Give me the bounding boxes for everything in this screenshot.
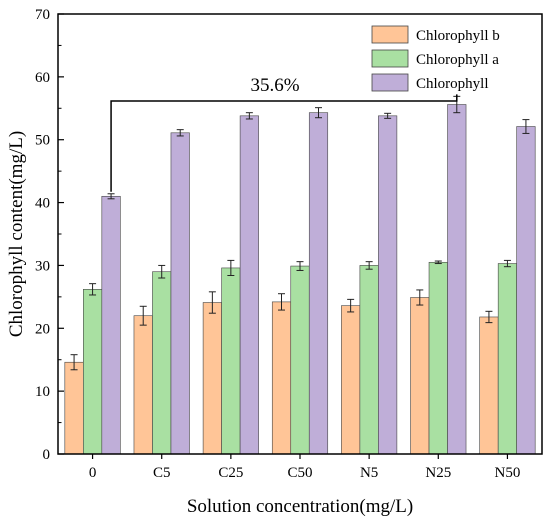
bar-chlorophyll-b-0 [64,361,84,455]
x-axis-title: Solution concentration(mg/L) [187,496,413,517]
annotation-bracket: 35.6% [110,75,458,192]
bar-chlorophyll-a-n25 [428,261,448,455]
x-tick-label: C25 [218,465,243,481]
y-tick-label: 70 [35,7,50,23]
y-tick-label: 10 [35,384,50,400]
x-axis: 0 C5 C25 C50 N5 N25 N50 [89,454,521,481]
bar-chlorophyll-0 [101,195,121,455]
x-tick-label: 0 [89,465,97,481]
annotation-label: 35.6% [250,75,299,96]
bar-chlorophyll-a-c50 [290,265,310,455]
legend-label-chlorophyll-b: Chlorophyll b [416,28,500,44]
error-bars [70,95,530,371]
bar-chlorophyll-b-n5 [341,305,361,455]
legend-swatch-chlorophyll-a [371,49,409,68]
y-tick-label: 0 [43,447,51,463]
bar-chlorophyll-b-c5 [133,315,153,455]
legend-label-chlorophyll-a: Chlorophyll a [416,52,499,68]
x-tick-label: C5 [153,465,171,481]
x-tick-label: C50 [287,465,312,481]
bar-chlorophyll-b-c25 [202,302,222,455]
bar-chlorophyll-a-c5 [152,271,172,455]
bar-chlorophyll-n5 [378,115,398,455]
y-tick-label: 50 [35,133,50,149]
bar-chlorophyll-a-c25 [221,267,241,455]
bars [64,104,536,455]
y-tick-label: 30 [35,258,50,274]
bar-chlorophyll-c5 [170,132,190,455]
bar-chlorophyll-b-n25 [410,297,430,455]
legend-label-chlorophyll: Chlorophyll [416,76,489,92]
legend-swatch-chlorophyll-b [371,25,409,44]
x-tick-label: N25 [425,465,451,481]
bar-chlorophyll-b-c50 [271,301,292,455]
bar-chlorophyll-a-n5 [359,265,379,455]
bar-chlorophyll-a-0 [83,289,103,455]
bar-chlorophyll-c50 [308,112,329,455]
bar-chlorophyll-n25 [447,104,467,455]
legend: Chlorophyll b Chlorophyll a Chlorophyll [371,25,500,92]
annotation-bracket-line [110,94,458,192]
legend-swatch-chlorophyll [371,73,409,92]
y-axis-title: Chlorophyll content(mg/L) [6,131,27,337]
bar-chlorophyll-n50 [516,126,536,455]
x-tick-label: N50 [495,465,521,481]
y-tick-label: 20 [35,321,50,337]
bar-chlorophyll-c25 [239,115,259,455]
bar-chlorophyll-b-n50 [479,316,499,455]
y-axis: 0 10 20 30 40 50 60 70 [35,7,64,463]
bar-chlorophyll-a-n50 [497,263,517,455]
y-tick-label: 40 [35,196,50,212]
y-tick-label: 60 [35,70,50,86]
x-tick-label: N5 [360,465,378,481]
